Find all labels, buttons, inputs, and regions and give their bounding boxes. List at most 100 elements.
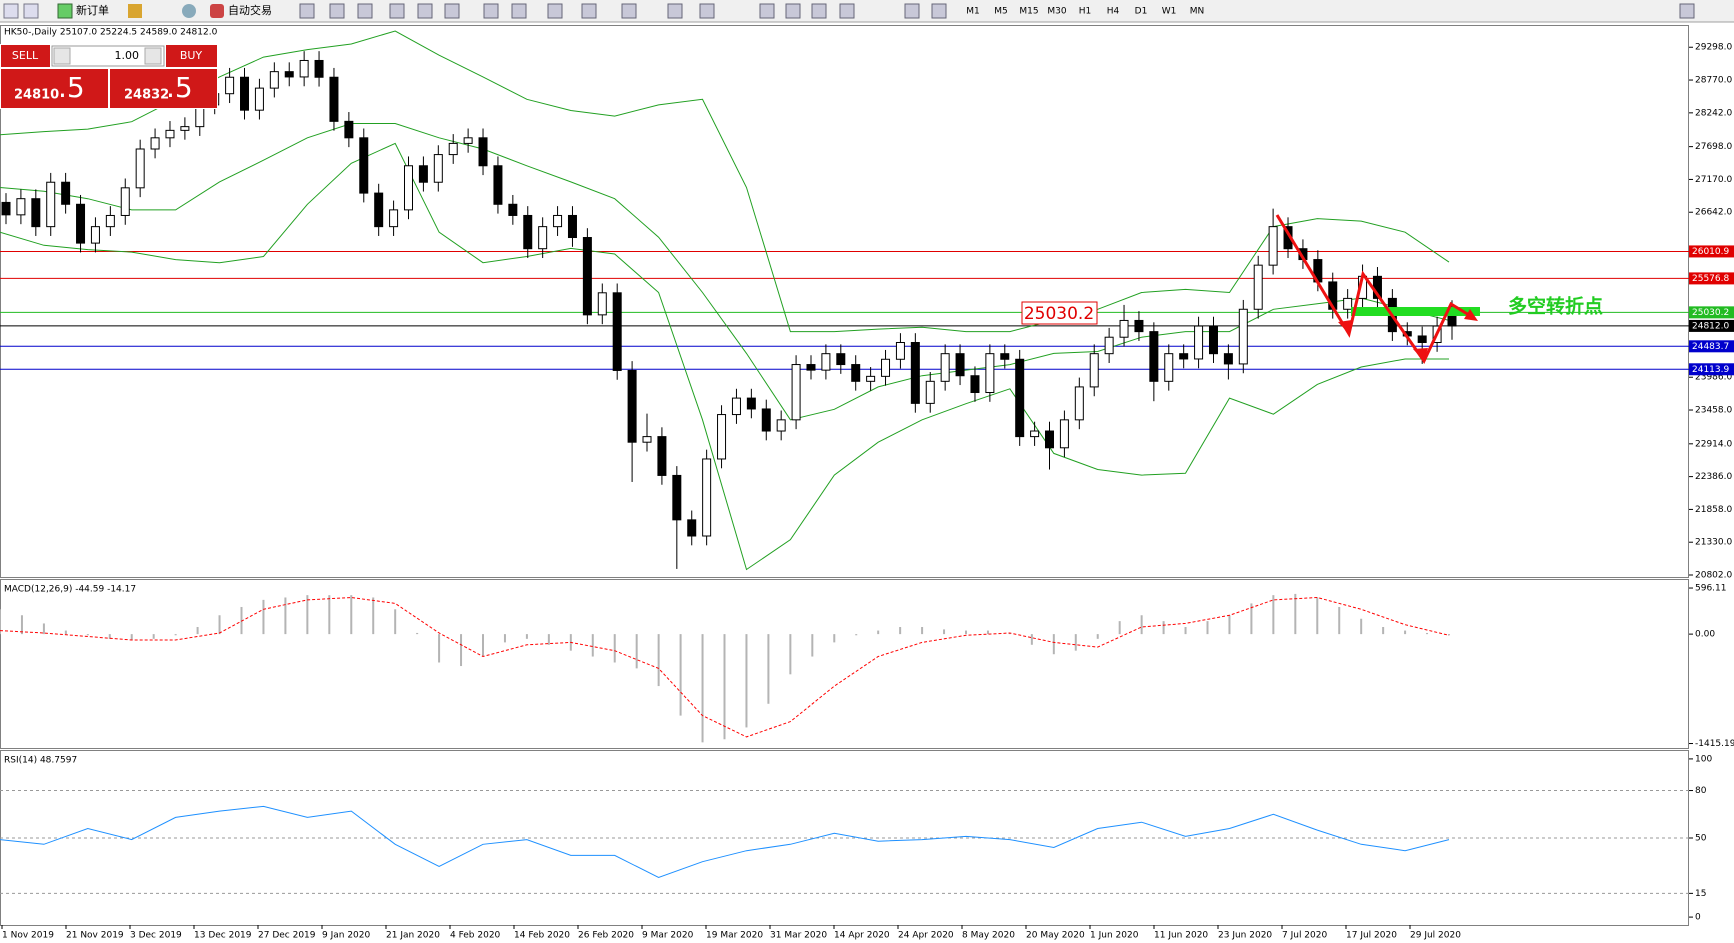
icon[interactable] [444,3,460,19]
icon[interactable] [357,3,373,19]
macd-bar [1360,618,1363,635]
icon[interactable] [3,3,19,19]
level-price-tag [1689,319,1734,332]
icon[interactable] [699,3,715,19]
candle-body [925,380,935,404]
candle-body [314,59,324,78]
y-tick-label: 27698.0 [1695,142,1732,152]
candle-body [836,353,846,366]
buy-price[interactable]: 24832 [124,88,169,103]
timeframe-button[interactable]: M1 [966,7,980,17]
icon[interactable] [904,3,920,19]
x-tick-label: 1 Nov 2019 [2,931,54,941]
y-tick-label: 0.00 [1695,630,1715,640]
timeframe-button[interactable]: H1 [1079,7,1092,17]
macd-bar [921,627,924,635]
candle-body [105,214,115,228]
rsi-chart: RSI(14) 48.7597 100 80 50 15 0 [0,754,1712,923]
x-tick-label: 20 May 2020 [1026,931,1085,941]
icon[interactable] [329,3,345,19]
icon[interactable] [931,3,947,19]
x-tick-label: 9 Mar 2020 [642,931,694,941]
buy-pips[interactable]: .5 [166,71,193,104]
sell-pips[interactable]: .5 [58,71,85,104]
sell-price-box[interactable] [1,69,108,108]
candle-body [657,436,667,476]
macd-bar [306,595,309,635]
icon[interactable] [667,3,683,19]
candle-body [31,198,41,228]
macd-bar [1382,627,1385,635]
note-annotation: 多空转折点 [1508,295,1603,318]
candle-body [433,154,443,183]
timeframe-button[interactable]: D1 [1135,7,1148,17]
icon[interactable] [547,3,563,19]
sell-price[interactable]: 24810 [14,88,59,103]
sell-label[interactable]: SELL [12,49,39,62]
buy-label[interactable]: BUY [180,49,203,62]
arrow-head [1413,348,1428,361]
candle-body [1417,335,1427,343]
candle-body [1000,353,1010,360]
candle-body [16,198,26,216]
macd-bar [372,597,375,635]
candle-body [508,203,518,216]
icon[interactable] [839,3,855,19]
candle-body [478,137,488,167]
arrow-head [1338,320,1352,334]
icon[interactable] [511,3,527,19]
toolbar: 新订单 自动交易 M1 M5 M15 M30 H1 H4 D1 W1 [0,0,1734,23]
y-tick-label: 27170.0 [1695,175,1732,185]
lot-down[interactable] [53,47,71,65]
y-tick-label: 22914.0 [1695,439,1732,449]
y-tick-label: 21858.0 [1695,505,1732,515]
icon[interactable] [299,3,315,19]
lot-input[interactable] [51,45,165,67]
timeframe-button[interactable]: H4 [1107,7,1120,17]
x-tick-label: 11 Jun 2020 [1154,931,1208,941]
y-tick-label: 26642.0 [1695,208,1732,218]
toolbar-button[interactable]: 新订单 [76,3,109,17]
icon[interactable] [210,4,224,18]
timeframe-button[interactable]: M5 [994,7,1008,17]
icon[interactable] [128,4,142,18]
macd-bar [130,634,133,640]
level-price-tag [1689,306,1734,319]
icon[interactable] [759,3,775,19]
icon[interactable] [417,3,433,19]
icon[interactable] [785,3,801,19]
macd-bar [745,634,748,728]
timeframe-button[interactable]: MN [1190,7,1205,17]
sell-button[interactable] [1,45,50,67]
macd-bar [591,634,594,657]
level-price-label: 24113.9 [1692,365,1729,375]
timeframe-button[interactable]: M30 [1047,7,1066,17]
lot-value[interactable]: 1.00 [115,49,140,62]
candle-body [1268,226,1278,266]
icon[interactable] [581,3,597,19]
icon[interactable] [389,3,405,19]
timeframe-button[interactable]: M15 [1019,7,1038,17]
x-tick-label: 14 Apr 2020 [834,931,890,941]
toolbar-bg [0,0,1734,22]
macd-bar [350,595,353,635]
macd-bar [482,634,484,657]
icon[interactable] [57,3,73,19]
icon[interactable] [23,3,39,19]
toolbar-button[interactable]: 自动交易 [228,3,272,17]
icon[interactable] [1679,3,1695,19]
icon[interactable] [811,3,827,19]
candle-body [1030,430,1040,438]
x-tick-label: 9 Jan 2020 [322,931,370,941]
timeframe-button[interactable]: W1 [1162,7,1177,17]
icon[interactable] [182,4,196,18]
lot-up[interactable] [144,47,162,65]
buy-button[interactable] [166,45,217,67]
macd-bar [64,630,67,635]
icon[interactable] [621,3,637,19]
y-tick-label: 29298.0 [1695,43,1732,53]
icon[interactable] [483,3,499,19]
candle-body [1223,353,1233,365]
buy-price-box[interactable] [110,69,217,108]
